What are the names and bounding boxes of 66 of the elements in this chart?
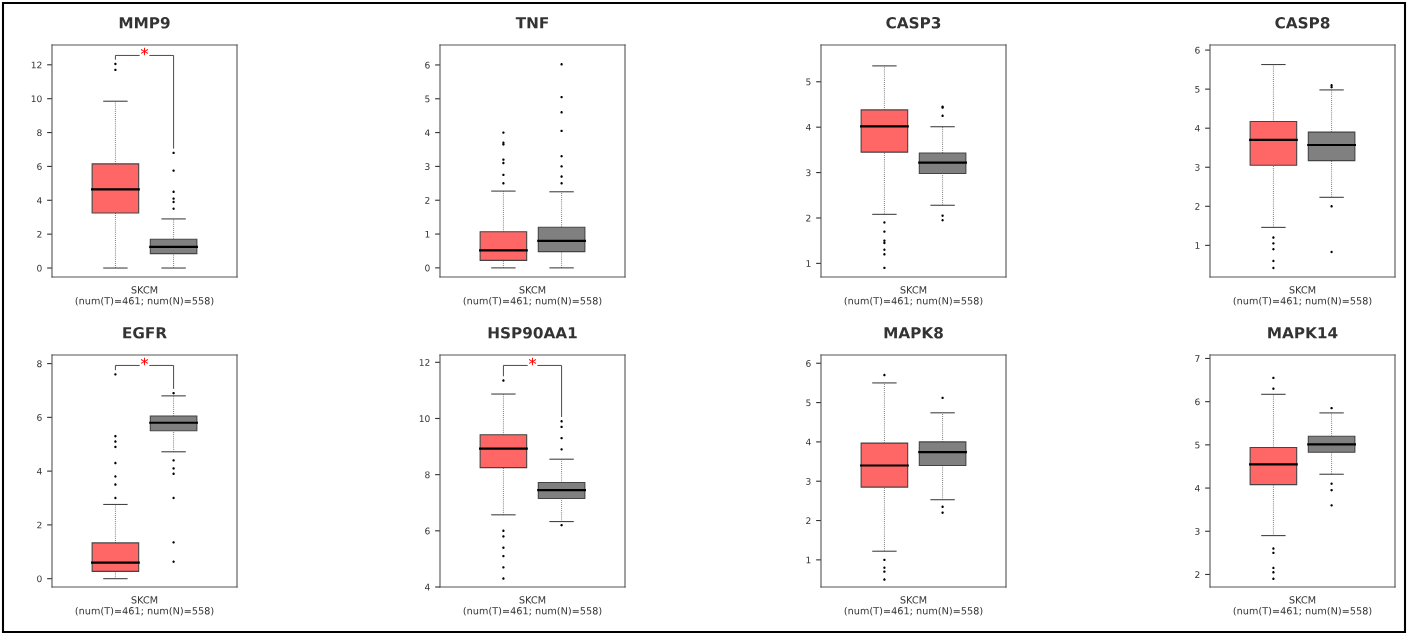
y-tick-label: 3	[806, 477, 811, 485]
y-tick-label: 6	[425, 61, 430, 69]
chart-title: MAPK14	[1268, 327, 1338, 339]
y-tick-label: 4	[424, 583, 430, 591]
y-tick-label: 2	[806, 214, 811, 222]
y-tick-label: 0	[37, 264, 42, 272]
y-tick-label: 4	[36, 197, 42, 204]
y-tick-label: 1	[806, 260, 811, 267]
y-tick-label: 3	[425, 163, 430, 170]
y-tick-label: 1	[806, 556, 811, 564]
y-tick-label: 2	[1195, 203, 1200, 210]
x-axis-title: SKCM (num(T)=461; num(N)=558)	[844, 286, 983, 306]
y-tick-label: 6	[37, 414, 42, 421]
y-tick-label: 5	[425, 95, 430, 103]
y-tick-label: 3	[1195, 528, 1200, 535]
y-tick-label: 6	[425, 527, 430, 535]
chart-title: TNF	[515, 17, 549, 29]
x-axis-title: SKCM (num(T)=461; num(N)=558)	[75, 286, 214, 306]
chart-title: HSP90AA1	[488, 326, 577, 339]
annotation: *	[528, 357, 537, 366]
y-tick-label: 4	[36, 467, 42, 475]
y-tick-label: 0	[425, 264, 430, 272]
y-tick-label: 10	[419, 415, 430, 423]
y-tick-label: 5	[1195, 85, 1200, 93]
y-tick-label: 6	[37, 163, 42, 170]
y-tick-label: 5	[806, 78, 811, 86]
x-axis-title: SKCM (num(T)=461; num(N)=558)	[1233, 286, 1372, 306]
y-tick-label: 5	[806, 399, 811, 407]
chart-title: MAPK8	[884, 326, 943, 339]
y-tick-label: 10	[31, 95, 42, 103]
chart-title: CASP8	[1275, 16, 1330, 29]
chart-title: CASP3	[886, 16, 941, 29]
y-tick-label: 4	[1194, 484, 1200, 492]
y-tick-label: 0	[37, 575, 42, 583]
y-tick-label: 3	[1195, 163, 1200, 171]
x-axis-title: SKCM (num(T)=461; num(N)=558)	[463, 596, 602, 616]
y-tick-label: 6	[1195, 46, 1200, 54]
annotation: *	[140, 357, 149, 366]
y-tick-label: 4	[805, 438, 811, 446]
x-axis-title: SKCM (num(T)=461; num(N)=558)	[463, 286, 602, 306]
y-tick-label: 8	[37, 129, 42, 137]
y-tick-label: 12	[31, 61, 42, 69]
y-tick-label: 4	[1194, 125, 1200, 132]
x-axis-title: SKCM (num(T)=461; num(N)=558)	[1233, 596, 1372, 616]
y-tick-label: 4	[805, 124, 811, 131]
y-tick-label: 7	[1195, 355, 1200, 362]
chart-title: MMP9	[119, 17, 170, 29]
x-axis-title: SKCM (num(T)=461; num(N)=558)	[75, 596, 214, 616]
chart-title: EGFR	[123, 326, 167, 339]
y-tick-label: 4	[424, 129, 430, 137]
y-tick-label: 8	[37, 360, 42, 368]
y-tick-label: 6	[806, 359, 811, 367]
y-tick-label: 5	[1195, 441, 1200, 449]
x-axis-title: SKCM (num(T)=461; num(N)=558)	[844, 596, 983, 616]
y-tick-label: 3	[806, 169, 811, 177]
y-tick-label: 1	[425, 230, 430, 238]
y-tick-label: 1	[1195, 242, 1200, 249]
y-tick-label: 6	[1195, 398, 1200, 406]
annotation: *	[140, 47, 149, 56]
y-tick-label: 2	[425, 196, 430, 204]
y-tick-label: 2	[806, 517, 811, 524]
y-tick-label: 2	[37, 230, 42, 238]
y-tick-label: 2	[1195, 571, 1200, 578]
y-tick-label: 12	[419, 359, 430, 366]
y-tick-label: 8	[425, 471, 430, 479]
y-tick-label: 2	[37, 521, 42, 529]
